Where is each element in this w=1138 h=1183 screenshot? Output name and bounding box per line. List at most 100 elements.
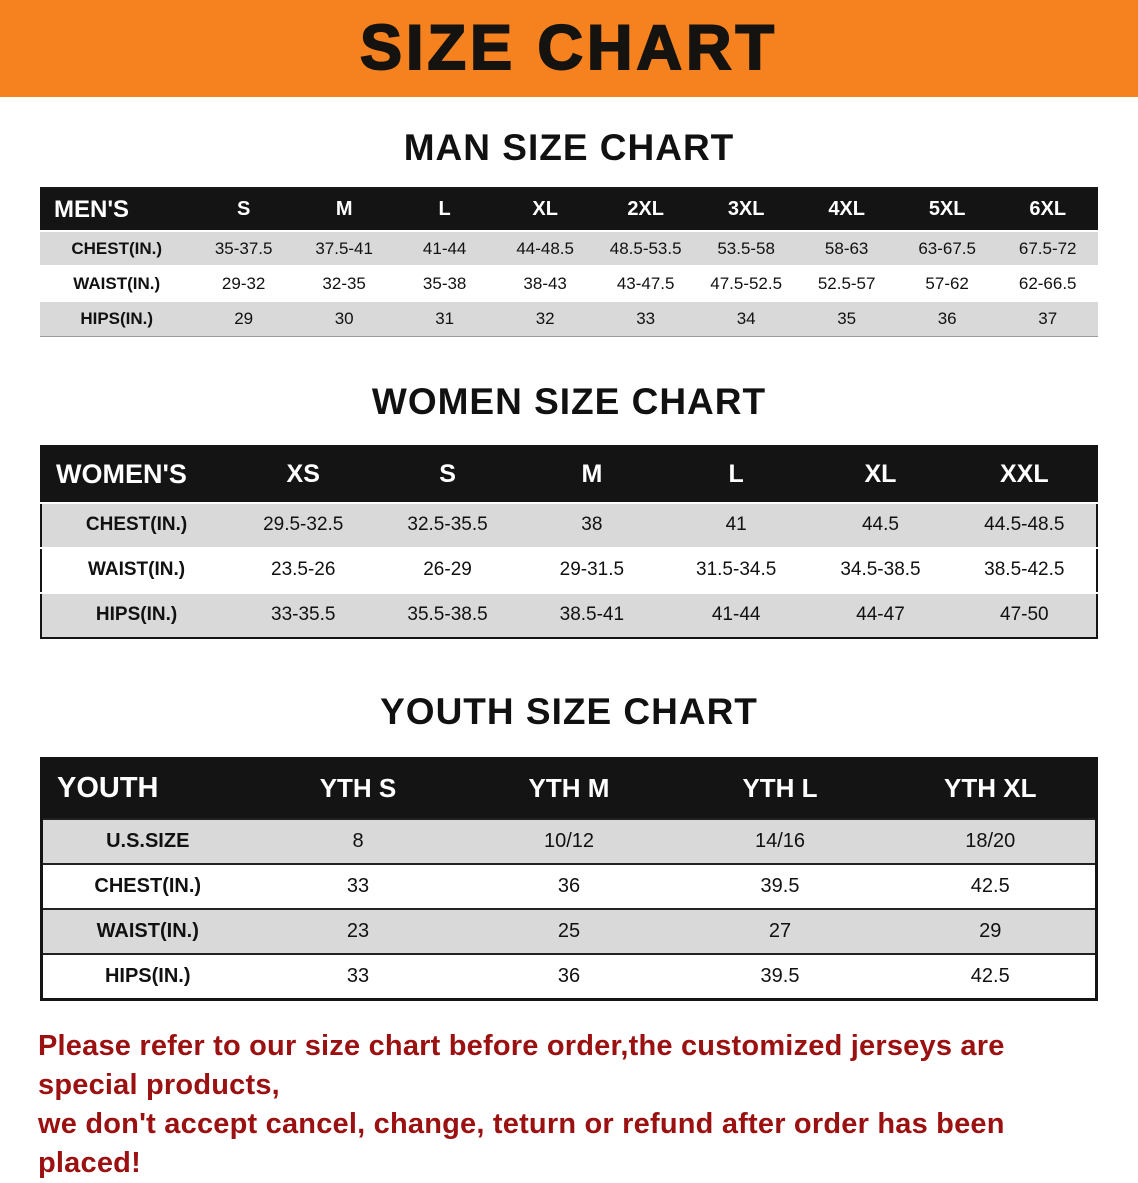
row-label: CHEST(IN.)	[41, 503, 231, 548]
size-value-cell: 38.5-42.5	[953, 548, 1097, 593]
row-label: HIPS(IN.)	[40, 301, 193, 336]
size-value-cell: 33	[253, 864, 464, 909]
size-value-cell: 29-31.5	[520, 548, 664, 593]
size-value-cell: 27	[675, 909, 886, 954]
row-label: WAIST(IN.)	[42, 909, 253, 954]
size-value-cell: 52.5-57	[796, 266, 897, 301]
size-value-cell: 39.5	[675, 954, 886, 999]
size-column-header: YTH L	[675, 758, 886, 819]
size-value-cell: 42.5	[886, 954, 1097, 999]
size-value-cell: 53.5-58	[696, 231, 797, 266]
size-value-cell: 29-32	[193, 266, 294, 301]
row-label: CHEST(IN.)	[40, 231, 193, 266]
size-value-cell: 23.5-26	[231, 548, 375, 593]
size-column-header: 3XL	[696, 188, 797, 231]
disclaimer-line-2: we don't accept cancel, change, teturn o…	[38, 1105, 1100, 1183]
size-column-header: 6XL	[997, 188, 1098, 231]
size-value-cell: 36	[897, 301, 998, 336]
size-value-cell: 25	[464, 909, 675, 954]
size-column-header: M	[294, 188, 395, 231]
size-value-cell: 29	[886, 909, 1097, 954]
size-value-cell: 32	[495, 301, 596, 336]
size-column-header: L	[664, 446, 808, 503]
size-column-header: XS	[231, 446, 375, 503]
size-value-cell: 42.5	[886, 864, 1097, 909]
size-value-cell: 29.5-32.5	[231, 503, 375, 548]
size-value-cell: 62-66.5	[997, 266, 1098, 301]
size-value-cell: 43-47.5	[595, 266, 696, 301]
man-chart-heading: MAN SIZE CHART	[0, 127, 1138, 169]
size-value-cell: 44-48.5	[495, 231, 596, 266]
size-value-cell: 23	[253, 909, 464, 954]
table-corner-label: YOUTH	[42, 758, 253, 819]
size-column-header: XL	[495, 188, 596, 231]
size-value-cell: 30	[294, 301, 395, 336]
row-label: CHEST(IN.)	[42, 864, 253, 909]
size-column-header: S	[375, 446, 519, 503]
row-label: U.S.SIZE	[42, 819, 253, 864]
size-value-cell: 31	[394, 301, 495, 336]
size-column-header: YTH XL	[886, 758, 1097, 819]
size-value-cell: 35	[796, 301, 897, 336]
size-value-cell: 36	[464, 864, 675, 909]
size-column-header: YTH M	[464, 758, 675, 819]
size-value-cell: 48.5-53.5	[595, 231, 696, 266]
size-value-cell: 33	[253, 954, 464, 999]
size-value-cell: 41-44	[664, 593, 808, 638]
table-corner-label: MEN'S	[40, 188, 193, 231]
size-value-cell: 34	[696, 301, 797, 336]
size-value-cell: 35-37.5	[193, 231, 294, 266]
size-column-header: L	[394, 188, 495, 231]
size-value-cell: 35-38	[394, 266, 495, 301]
size-value-cell: 37.5-41	[294, 231, 395, 266]
size-column-header: S	[193, 188, 294, 231]
size-value-cell: 63-67.5	[897, 231, 998, 266]
size-value-cell: 29	[193, 301, 294, 336]
row-label: HIPS(IN.)	[41, 593, 231, 638]
size-value-cell: 67.5-72	[997, 231, 1098, 266]
size-value-cell: 41-44	[394, 231, 495, 266]
size-value-cell: 31.5-34.5	[664, 548, 808, 593]
row-label: HIPS(IN.)	[42, 954, 253, 999]
size-column-header: XXL	[953, 446, 1097, 503]
size-value-cell: 10/12	[464, 819, 675, 864]
size-column-header: 4XL	[796, 188, 897, 231]
size-value-cell: 14/16	[675, 819, 886, 864]
size-value-cell: 32.5-35.5	[375, 503, 519, 548]
size-value-cell: 33	[595, 301, 696, 336]
size-value-cell: 34.5-38.5	[808, 548, 952, 593]
disclaimer-line-1: Please refer to our size chart before or…	[38, 1027, 1100, 1105]
size-value-cell: 32-35	[294, 266, 395, 301]
size-column-header: M	[520, 446, 664, 503]
youth-chart-heading: YOUTH SIZE CHART	[0, 691, 1138, 733]
size-value-cell: 18/20	[886, 819, 1097, 864]
size-value-cell: 41	[664, 503, 808, 548]
banner: SIZE CHART	[0, 0, 1138, 97]
size-value-cell: 38.5-41	[520, 593, 664, 638]
row-label: WAIST(IN.)	[40, 266, 193, 301]
size-value-cell: 44-47	[808, 593, 952, 638]
size-value-cell: 38-43	[495, 266, 596, 301]
size-value-cell: 8	[253, 819, 464, 864]
size-value-cell: 36	[464, 954, 675, 999]
size-value-cell: 44.5	[808, 503, 952, 548]
women-chart-heading: WOMEN SIZE CHART	[0, 381, 1138, 423]
size-value-cell: 44.5-48.5	[953, 503, 1097, 548]
size-column-header: 5XL	[897, 188, 998, 231]
